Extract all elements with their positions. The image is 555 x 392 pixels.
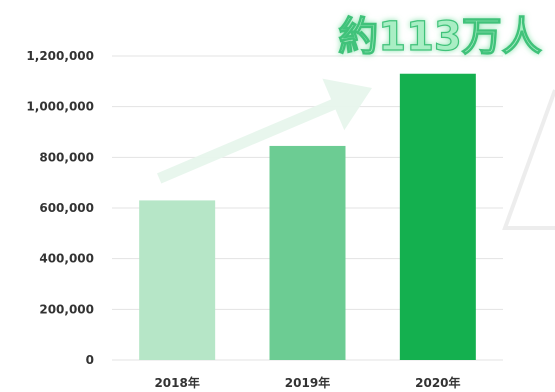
bar-2019年 [269,145,346,360]
x-tick-label: 2020年 [415,375,460,390]
trend-arrow-icon [157,78,372,184]
y-tick-label: 400,000 [39,252,94,266]
y-tick-label: 1,000,000 [26,100,94,114]
bar-2020年 [399,73,476,360]
bar-2018年 [139,200,216,360]
y-tick-label: 0 [86,353,94,367]
y-tick-label: 600,000 [39,201,94,215]
y-tick-label: 800,000 [39,150,94,164]
x-tick-label: 2019年 [285,375,330,390]
chart-annotation: 約113万人 [338,14,542,60]
x-tick-label: 2018年 [154,375,199,390]
y-tick-label: 200,000 [39,302,94,316]
y-tick-label: 1,200,000 [26,49,94,63]
decorative-triangle-outline [502,89,555,230]
